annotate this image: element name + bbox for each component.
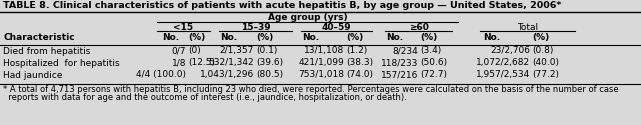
Text: 15–39: 15–39 bbox=[240, 22, 271, 32]
Text: (%): (%) bbox=[532, 33, 549, 42]
Text: 532/1,342: 532/1,342 bbox=[208, 58, 254, 68]
Text: (80.5): (80.5) bbox=[256, 70, 283, 80]
Text: Characteristic: Characteristic bbox=[3, 33, 74, 42]
Text: reports with data for age and the outcome of interest (i.e., jaundice, hospitali: reports with data for age and the outcom… bbox=[3, 94, 407, 102]
Text: (%): (%) bbox=[256, 33, 273, 42]
Text: 8/234: 8/234 bbox=[392, 46, 418, 56]
Text: (77.2): (77.2) bbox=[532, 70, 559, 80]
Text: Had jaundice: Had jaundice bbox=[3, 70, 63, 80]
Text: (0.1): (0.1) bbox=[256, 46, 278, 56]
Text: (1.2): (1.2) bbox=[346, 46, 367, 56]
Text: 157/216: 157/216 bbox=[381, 70, 418, 80]
Text: (0.8): (0.8) bbox=[532, 46, 553, 56]
Text: (50.6): (50.6) bbox=[420, 58, 447, 68]
Text: ≥60: ≥60 bbox=[408, 22, 428, 32]
Text: (74.0): (74.0) bbox=[346, 70, 373, 80]
Text: Age group (yrs): Age group (yrs) bbox=[268, 12, 347, 22]
Text: 13/1,108: 13/1,108 bbox=[304, 46, 344, 56]
Text: No.: No. bbox=[386, 33, 403, 42]
Text: 2/1,357: 2/1,357 bbox=[220, 46, 254, 56]
Text: (72.7): (72.7) bbox=[420, 70, 447, 80]
Text: (%): (%) bbox=[346, 33, 363, 42]
Text: 4/4 (100.0): 4/4 (100.0) bbox=[136, 70, 186, 80]
Text: (0): (0) bbox=[188, 46, 201, 56]
Text: No.: No. bbox=[302, 33, 319, 42]
Text: 1,043/1,296: 1,043/1,296 bbox=[200, 70, 254, 80]
Text: (39.6): (39.6) bbox=[256, 58, 283, 68]
Text: No.: No. bbox=[162, 33, 179, 42]
Text: (%): (%) bbox=[420, 33, 437, 42]
Text: Died from hepatitis: Died from hepatitis bbox=[3, 46, 90, 56]
Text: 40–59: 40–59 bbox=[322, 22, 351, 32]
Text: 0/7: 0/7 bbox=[172, 46, 186, 56]
Text: (40.0): (40.0) bbox=[532, 58, 559, 68]
Text: (38.3): (38.3) bbox=[346, 58, 373, 68]
Text: 118/233: 118/233 bbox=[381, 58, 418, 68]
Text: 753/1,018: 753/1,018 bbox=[298, 70, 344, 80]
Text: (%): (%) bbox=[188, 33, 205, 42]
Text: <15: <15 bbox=[174, 22, 194, 32]
Text: Total: Total bbox=[517, 22, 538, 32]
Text: 1,072/2,682: 1,072/2,682 bbox=[476, 58, 530, 68]
Text: No.: No. bbox=[483, 33, 500, 42]
Text: * A total of 4,713 persons with hepatitis B, including 23 who died, were reporte: * A total of 4,713 persons with hepatiti… bbox=[3, 85, 619, 94]
Text: (12.5): (12.5) bbox=[188, 58, 215, 68]
Text: 421/1,099: 421/1,099 bbox=[298, 58, 344, 68]
Text: 23/2,706: 23/2,706 bbox=[490, 46, 530, 56]
Text: Hospitalized  for hepatitis: Hospitalized for hepatitis bbox=[3, 58, 120, 68]
Text: No.: No. bbox=[220, 33, 237, 42]
Text: 1,957/2,534: 1,957/2,534 bbox=[476, 70, 530, 80]
Text: 1/8: 1/8 bbox=[172, 58, 186, 68]
Text: (3.4): (3.4) bbox=[420, 46, 441, 56]
Text: TABLE 8. Clinical characteristics of patients with acute hepatitis B, by age gro: TABLE 8. Clinical characteristics of pat… bbox=[3, 2, 562, 11]
